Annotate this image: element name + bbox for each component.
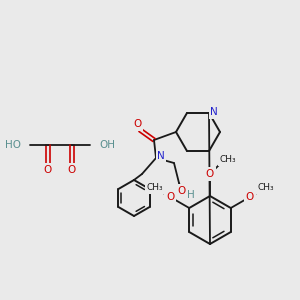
- Text: O: O: [133, 119, 141, 129]
- Text: O: O: [206, 169, 214, 179]
- Text: O: O: [44, 165, 52, 175]
- Text: CH₃: CH₃: [220, 155, 236, 164]
- Text: O: O: [178, 186, 186, 196]
- Text: H: H: [187, 190, 195, 200]
- Text: N: N: [157, 151, 165, 161]
- Text: OH: OH: [99, 140, 115, 150]
- Text: O: O: [246, 192, 254, 202]
- Text: O: O: [68, 165, 76, 175]
- Text: HO: HO: [5, 140, 21, 150]
- Text: N: N: [210, 107, 218, 117]
- Text: CH₃: CH₃: [257, 184, 274, 193]
- Text: CH₃: CH₃: [146, 184, 163, 193]
- Text: O: O: [166, 192, 174, 202]
